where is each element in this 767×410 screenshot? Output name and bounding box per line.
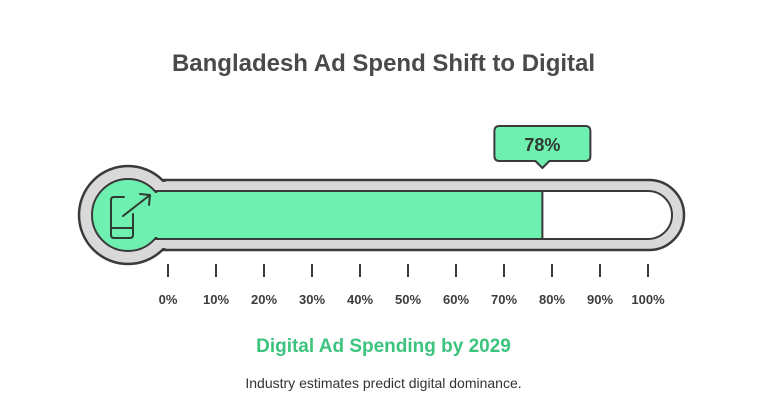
axis-ticks: 0% 10% 20% 30% 40% 50% 60% 70% 80% 90% 100%	[159, 264, 665, 307]
axis-tick-label: 80%	[539, 292, 565, 307]
value-callout-label: 78%	[524, 135, 560, 155]
chart-subtitle: Digital Ad Spending by 2029	[256, 336, 511, 357]
callout-box	[493, 125, 592, 169]
axis-tick-label: 70%	[491, 292, 517, 307]
chart-caption: Industry estimates predict digital domin…	[245, 375, 522, 391]
axis-tick-label: 60%	[443, 292, 469, 307]
gauge-bulb-join	[140, 193, 170, 237]
gauge-fill	[120, 192, 543, 238]
axis-tick-label: 0%	[159, 292, 178, 307]
axis-tick-label: 20%	[251, 292, 277, 307]
progress-gauge: 78% 0% 10% 20% 30% 40% 50% 60% 70% 80% 90% 100%	[77, 125, 686, 307]
axis-tick-label: 50%	[395, 292, 421, 307]
chart-title: Bangladesh Ad Spend Shift to Digital	[171, 50, 596, 77]
phone-growth-icon	[110, 193, 151, 239]
axis-tick-label: 40%	[347, 292, 373, 307]
value-callout: 78%	[493, 125, 592, 169]
axis-tick-label: 100%	[631, 292, 665, 307]
axis-tick-label: 30%	[299, 292, 325, 307]
axis-tick-label: 90%	[587, 292, 613, 307]
axis-tick-label: 10%	[203, 292, 229, 307]
